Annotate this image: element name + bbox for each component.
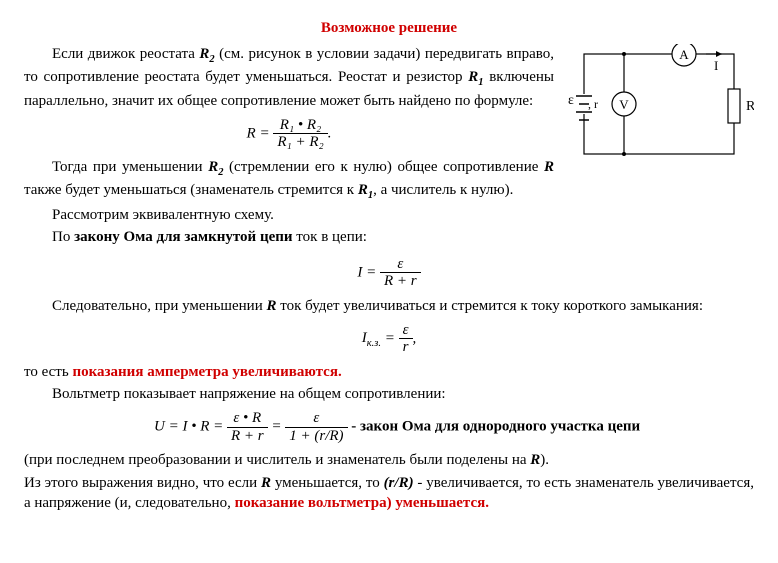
paragraph-7: Вольтметр показывает напряжение на общем…: [24, 384, 754, 404]
ammeter-label: A: [679, 47, 689, 62]
formula-voltage: U = I • R = ε • RR + r = ε1 + (r/R) - за…: [24, 410, 754, 444]
main-block: ε , r A I V R Если движок реостата R2 (с…: [24, 42, 754, 249]
paragraph-3: Рассмотрим эквивалентную схему.: [24, 205, 754, 225]
formula-short-circuit: Iк.з. = εr,: [24, 322, 754, 356]
emf-label: ε: [568, 93, 574, 108]
voltmeter-label: V: [619, 97, 629, 112]
paragraph-6: то есть показания амперметра увеличивают…: [24, 362, 754, 382]
paragraph-4: По закону Ома для замкнутой цепи ток в ц…: [24, 227, 754, 247]
circuit-diagram: ε , r A I V R: [564, 44, 754, 174]
resistor-label: R: [746, 99, 754, 114]
paragraph-8: (при последнем преобразовании и числител…: [24, 450, 754, 470]
formula-ohm-full: I = εR + r: [24, 256, 754, 290]
paragraph-5: Следовательно, при уменьшении R ток буде…: [24, 296, 754, 316]
r-internal-label: , r: [588, 97, 598, 111]
paragraph-9: Из этого выражения видно, что если R уме…: [24, 473, 754, 514]
title-heading: Возможное решение: [24, 18, 754, 38]
current-label: I: [714, 58, 718, 73]
